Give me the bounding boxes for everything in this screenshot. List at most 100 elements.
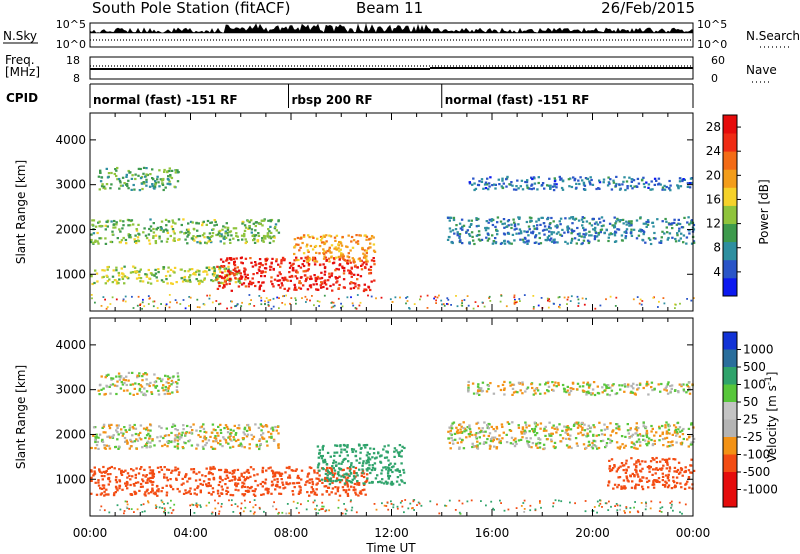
range-cell	[115, 476, 118, 479]
range-cell	[490, 500, 493, 503]
range-cell	[365, 249, 368, 252]
range-cell	[155, 505, 158, 508]
range-cell	[665, 185, 668, 189]
range-cell	[263, 510, 265, 513]
range-cell	[633, 185, 636, 188]
range-cell	[590, 224, 594, 227]
range-cell	[365, 260, 368, 263]
range-cell	[367, 286, 371, 289]
range-cell	[245, 240, 248, 243]
range-cell	[561, 179, 565, 182]
range-cell	[153, 274, 156, 277]
range-cell	[318, 252, 321, 255]
range-cell	[332, 459, 336, 462]
range-cell	[359, 259, 362, 263]
range-cell	[270, 469, 274, 472]
range-cell	[626, 429, 630, 432]
range-cell	[132, 427, 135, 430]
range-cell	[211, 487, 215, 490]
range-cell	[624, 471, 628, 474]
range-cell	[515, 301, 517, 304]
range-cell	[369, 271, 373, 275]
range-cell	[248, 443, 251, 446]
range-cell	[513, 221, 516, 224]
range-cell	[456, 232, 459, 236]
range-cell	[157, 271, 160, 274]
range-cell	[139, 304, 141, 306]
range-cell	[658, 182, 661, 185]
range-cell	[497, 178, 500, 181]
range-cell	[270, 276, 273, 279]
range-cell	[572, 387, 575, 391]
range-cell	[612, 487, 615, 490]
range-cell	[360, 264, 363, 267]
range-cell	[363, 266, 367, 269]
range-cell	[102, 470, 106, 473]
range-cell	[630, 486, 634, 489]
range-cell	[586, 177, 590, 180]
range-cell	[149, 480, 152, 483]
range-cell	[450, 304, 452, 306]
range-cell	[155, 384, 159, 388]
range-cell	[299, 489, 302, 492]
range-cell	[184, 238, 187, 241]
range-cell	[195, 472, 198, 475]
range-cell	[323, 266, 327, 270]
range-cell	[141, 301, 144, 304]
range-cell	[544, 434, 547, 437]
power-colorbar-tick-label: 12	[706, 217, 721, 231]
range-cell	[632, 228, 636, 231]
range-cell	[465, 231, 468, 234]
range-cell	[240, 445, 244, 448]
range-cell	[571, 222, 574, 225]
range-cell	[249, 501, 251, 503]
range-cell	[195, 504, 197, 507]
range-cell	[516, 391, 519, 394]
range-cell	[220, 503, 223, 505]
range-cell	[470, 499, 473, 502]
range-cell	[672, 479, 675, 482]
range-cell	[473, 182, 476, 185]
range-cell	[373, 462, 377, 465]
range-cell	[487, 182, 491, 185]
range-cell	[124, 469, 127, 472]
range-cell	[342, 476, 346, 479]
range-cell	[354, 466, 358, 470]
range-cell	[142, 166, 146, 169]
range-cell	[661, 188, 664, 191]
range-cell	[236, 482, 240, 485]
range-cell	[128, 474, 131, 477]
velocity-color-swatch	[723, 472, 737, 490]
range-cell	[147, 383, 151, 386]
range-cell	[128, 447, 131, 450]
range-cell	[110, 183, 113, 186]
range-cell	[320, 276, 324, 280]
range-cell	[178, 438, 181, 441]
range-cell	[164, 385, 167, 389]
range-cell	[680, 429, 684, 432]
range-cell	[449, 429, 452, 432]
range-cell	[141, 478, 144, 481]
range-cell	[627, 480, 630, 483]
range-cell	[630, 441, 634, 444]
range-cell	[172, 230, 175, 233]
range-cell	[478, 431, 482, 434]
range-cell	[95, 433, 98, 436]
range-cell	[121, 277, 125, 280]
range-cell	[202, 437, 206, 440]
range-cell	[350, 499, 352, 502]
range-cell	[136, 374, 139, 377]
range-cell	[234, 281, 238, 284]
range-cell	[209, 239, 212, 242]
range-cell	[214, 220, 217, 223]
range-cell	[362, 444, 366, 447]
range-cell	[375, 456, 378, 459]
range-cell	[207, 472, 211, 475]
scatter-region-3	[316, 443, 406, 486]
range-cell	[183, 270, 187, 273]
range-cell	[244, 226, 248, 229]
range-cell	[113, 219, 116, 223]
range-cell	[243, 273, 247, 276]
range-cell	[604, 446, 607, 449]
range-cell	[164, 228, 168, 231]
